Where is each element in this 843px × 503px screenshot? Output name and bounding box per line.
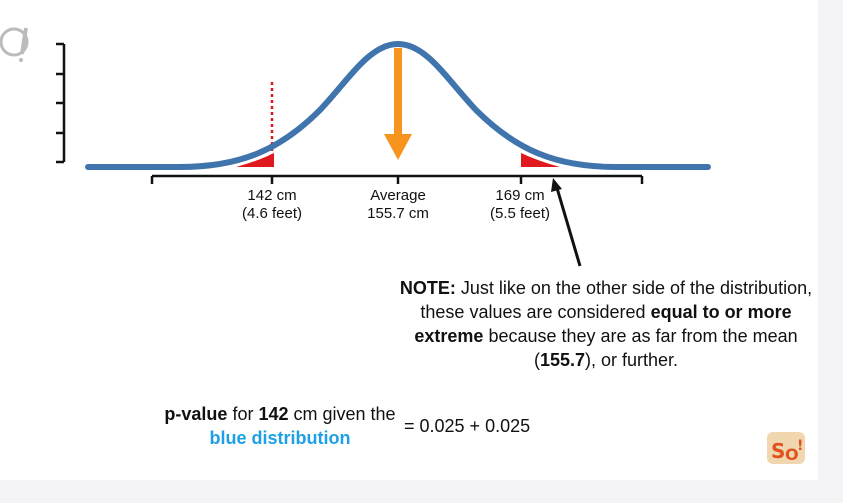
svg-text:!: ! (797, 438, 803, 454)
tick-label-142: 142 cm (4.6 feet) (232, 187, 312, 223)
normal-curve (85, 40, 711, 170)
note-arrow (551, 178, 582, 267)
right-tail-area (521, 153, 560, 167)
left-tail-area (236, 153, 274, 167)
pvalue-label: p-value (164, 404, 228, 424)
pvalue-value: 142 (258, 404, 289, 424)
tick-label-142-line1: 142 cm (247, 187, 297, 204)
x-axis (150, 174, 644, 184)
note-text-part3: ), or further. (585, 350, 679, 370)
tick-label-169-line1: 169 cm (495, 187, 545, 204)
note-text: NOTE: Just like on the other side of the… (396, 276, 816, 372)
tick-label-169: 169 cm (5.5 feet) (480, 187, 560, 223)
distribution-diagram (56, 40, 711, 267)
pvalue-text: p-value for 142 cm given the blue distri… (150, 402, 410, 450)
tick-label-mean-line1: Average (370, 187, 426, 204)
statquest-logo-top-icon (0, 27, 29, 62)
note-bold-label: NOTE: (399, 278, 456, 298)
pvalue-text-part1: for (227, 404, 259, 424)
note-text-part1: Just like on the other side of the distr… (420, 278, 813, 322)
pvalue-equation: = 0.025 + 0.025 (404, 416, 531, 436)
note-bold-mean: 155.7 (539, 350, 585, 370)
note-bold-phrase: equal to or more extreme (414, 302, 792, 346)
svg-text:O: O (785, 445, 799, 464)
note-text-part2: because they are as far from the mean ( (483, 326, 798, 370)
svg-text:S: S (771, 439, 785, 463)
y-axis (56, 42, 66, 164)
mean-arrow (384, 48, 412, 160)
pvalue-text-part2: cm given the (288, 404, 396, 424)
statquest-logo-top (0, 6, 34, 62)
pvalue-blue-distribution: blue distribution (209, 428, 351, 448)
tick-label-169-line2: (5.5 feet) (489, 205, 551, 222)
tick-label-mean-line2: 155.7 cm (367, 205, 429, 222)
figure-canvas: 142 cm (4.6 feet) Average 155.7 cm 169 c… (0, 0, 818, 480)
tick-label-142-line2: (4.6 feet) (241, 205, 303, 222)
statquest-logo-bottom: S O ! (765, 428, 809, 468)
tick-label-mean: Average 155.7 cm (358, 187, 438, 223)
statquest-logo-bottom-icon: S O ! (767, 432, 805, 464)
